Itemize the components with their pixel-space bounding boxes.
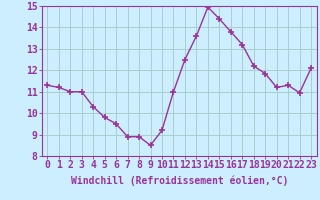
X-axis label: Windchill (Refroidissement éolien,°C): Windchill (Refroidissement éolien,°C) [70, 176, 288, 186]
